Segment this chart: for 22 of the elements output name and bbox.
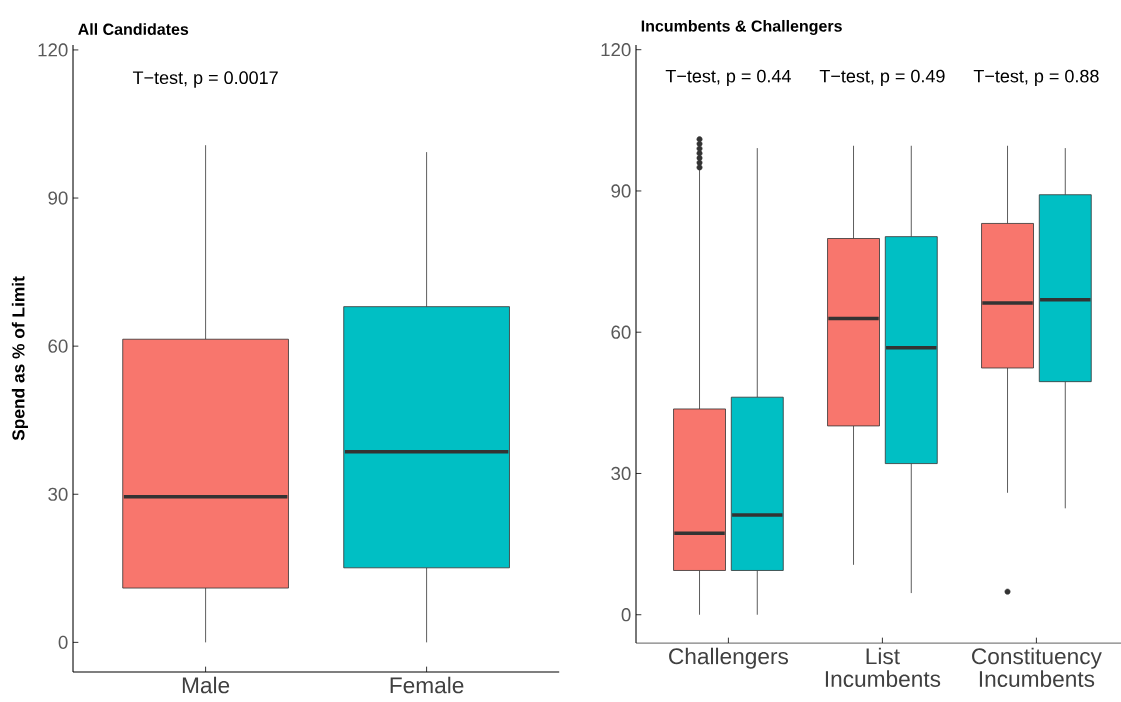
y-tick-label: 120	[38, 43, 68, 57]
annotation: T−test, p = 0.44	[665, 69, 791, 87]
annotation: T−test, p = 0.0017	[132, 71, 278, 88]
y-tick-label: 90	[48, 191, 68, 205]
x-tick-label: Challengers	[669, 647, 789, 669]
y-tick-label: 120	[601, 43, 631, 57]
x-tick-label: List Incumbents	[825, 647, 941, 688]
y-tick-label: 90	[611, 184, 631, 198]
y-tick-label: 60	[611, 325, 631, 339]
y-tick-label: 0	[58, 635, 68, 649]
y-tick-label: 30	[48, 487, 68, 501]
y-axis-title: Spend as % of Limit	[11, 276, 28, 441]
y-tick-label: 0	[621, 608, 631, 622]
x-tick-label: Male	[182, 676, 230, 694]
y-tick-label: 60	[48, 339, 68, 353]
x-tick-label: Constituency Incumbents	[972, 647, 1102, 688]
y-tick-label: 30	[611, 466, 631, 481]
chart-title: All Candidates	[78, 23, 189, 35]
annotation: T−test, p = 0.49	[819, 69, 945, 87]
chart-title: Incumbents & Challengers	[641, 19, 842, 35]
x-tick-label: Female	[390, 676, 464, 694]
annotation: T−test, p = 0.88	[973, 69, 1099, 87]
